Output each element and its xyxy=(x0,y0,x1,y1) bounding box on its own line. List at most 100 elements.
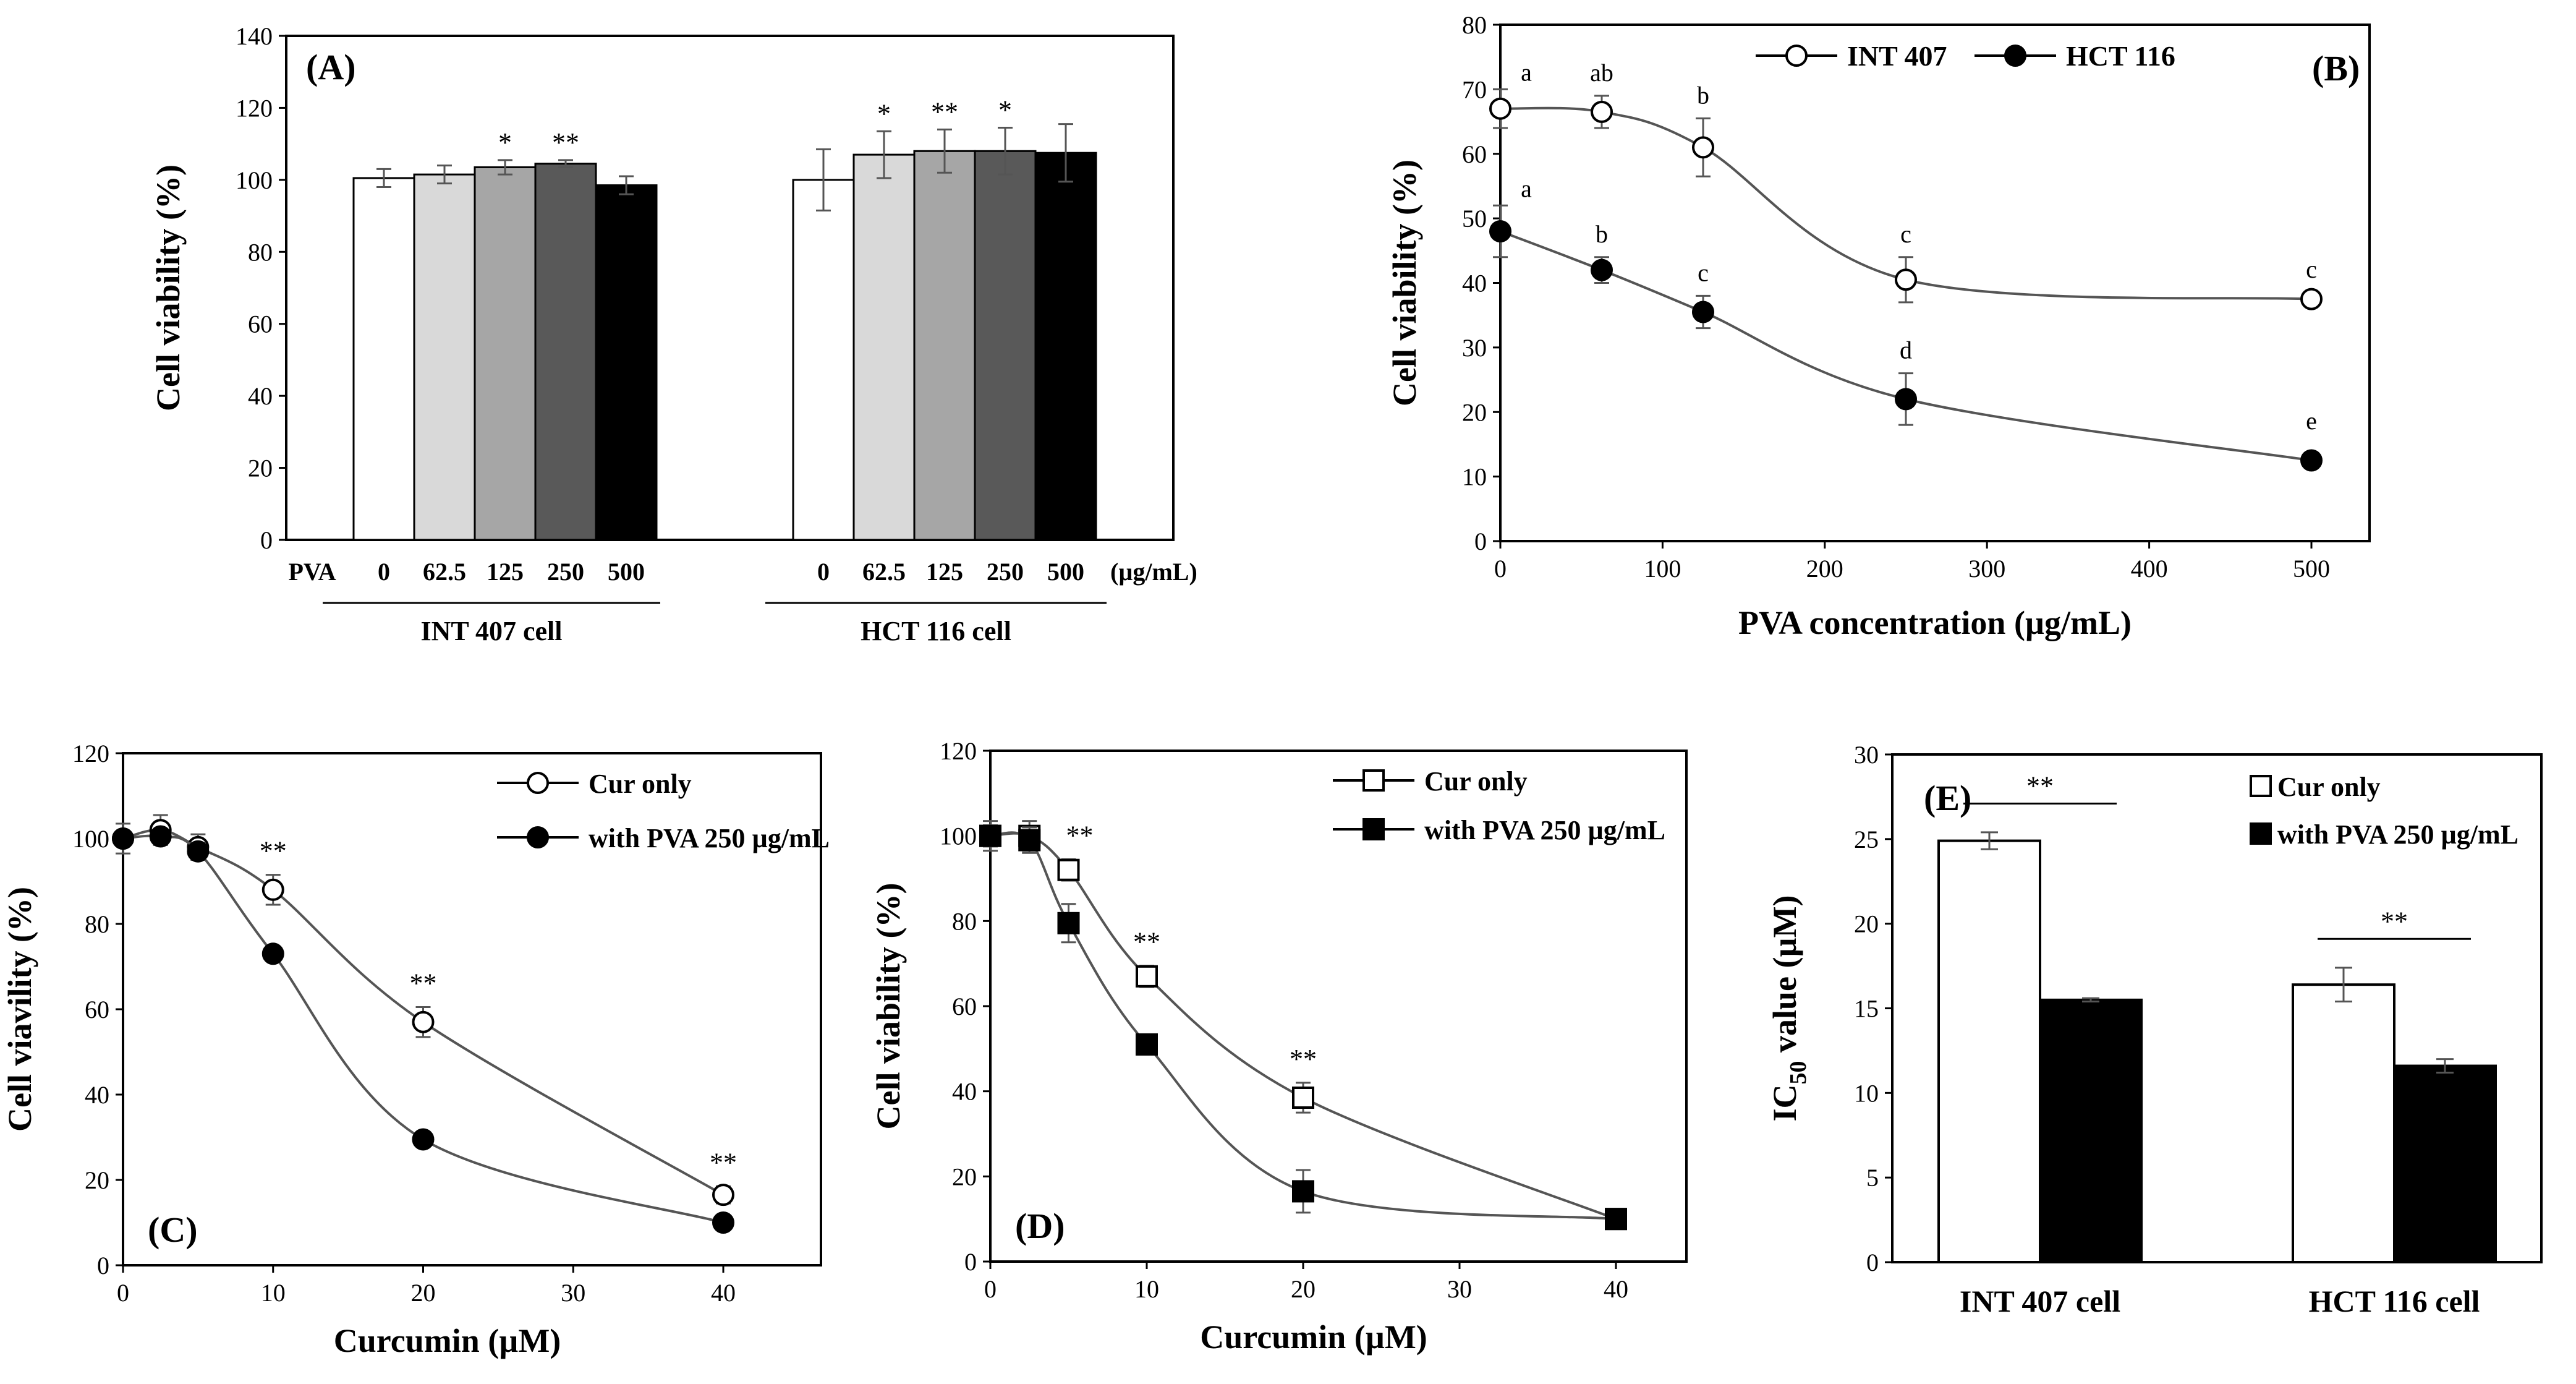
y-tick-label: 40 xyxy=(85,1081,109,1109)
category-label: 62.5 xyxy=(423,558,466,586)
category-label: 125 xyxy=(926,558,963,586)
data-point xyxy=(979,824,1001,847)
category-label: 250 xyxy=(987,558,1024,586)
group-letter: e xyxy=(2306,407,2317,435)
y-axis-label: Cell viability (%) xyxy=(1386,160,1423,406)
group-letter: d xyxy=(1900,336,1912,364)
legend-marker xyxy=(527,826,549,848)
data-point xyxy=(261,942,284,965)
y-tick-label: 0 xyxy=(97,1252,109,1279)
y-tick-label: 80 xyxy=(952,907,977,935)
category-label: 250 xyxy=(547,558,584,586)
significance-mark: * xyxy=(498,127,512,158)
row-label: PVA xyxy=(288,558,336,586)
group-letter: c xyxy=(2306,255,2317,283)
y-tick-label: 120 xyxy=(236,94,273,122)
data-point xyxy=(1591,100,1613,123)
panel-b-chart: 0 10 20 30 40 50 60 70 80 0 100 200 300 400 500 Cell vi… xyxy=(1386,11,2371,641)
data-point xyxy=(1057,858,1080,881)
legend-marker xyxy=(2004,45,2026,67)
group-letter: b xyxy=(1596,220,1608,248)
data-point xyxy=(712,1184,734,1207)
data-point xyxy=(1489,97,1511,120)
legend-swatch xyxy=(2250,822,2272,845)
y-tick-label: 10 xyxy=(1462,463,1487,491)
y-tick-label: 100 xyxy=(940,822,977,850)
panel-label: (E) xyxy=(1924,778,1971,818)
data-point xyxy=(112,827,134,850)
category-label: 0 xyxy=(378,558,390,586)
significance-mark: ** xyxy=(2026,771,2054,801)
legend-label: with PVA 250 µg/mL xyxy=(2277,819,2519,850)
significance-mark: ** xyxy=(2381,906,2408,936)
y-axis-label: Cell viability (%) xyxy=(150,164,187,411)
legend-label: Cur only xyxy=(1424,766,1528,797)
bar xyxy=(852,153,916,541)
x-tick-label: 200 xyxy=(1806,555,1843,583)
significance-mark: * xyxy=(998,95,1012,125)
bar xyxy=(913,150,976,541)
group-label: INT 407 cell xyxy=(421,616,563,646)
significance-mark: ** xyxy=(1290,1044,1317,1074)
x-tick-label: 20 xyxy=(411,1279,436,1307)
y-tick-label: 60 xyxy=(952,993,977,1020)
x-tick-label: 30 xyxy=(1447,1275,1472,1303)
bar xyxy=(974,150,1037,541)
y-tick-label: 80 xyxy=(248,238,273,266)
y-tick-label: 0 xyxy=(964,1248,977,1276)
data-point xyxy=(712,1211,734,1234)
y-axis-label-rest: value (µM) xyxy=(1766,895,1803,1061)
data-point xyxy=(1692,301,1714,323)
significance-mark: ** xyxy=(1133,927,1160,957)
y-axis-label: Cell viability (%) xyxy=(870,883,907,1130)
y-tick-label: 20 xyxy=(952,1163,977,1190)
y-tick-label: 120 xyxy=(940,737,977,765)
bar xyxy=(1034,152,1097,541)
y-tick-label: 80 xyxy=(85,910,109,938)
legend-label: INT 407 xyxy=(1847,40,1947,72)
legend-marker xyxy=(527,772,549,794)
group-label: HCT 116 cell xyxy=(861,616,1011,646)
legend-label: HCT 116 xyxy=(2066,40,2175,72)
y-tick-label: 20 xyxy=(1462,398,1487,426)
bar xyxy=(595,184,658,541)
category-label: INT 407 cell xyxy=(1960,1284,2120,1318)
bar xyxy=(792,179,855,541)
y-tick-label: 20 xyxy=(85,1166,109,1194)
data-point xyxy=(1057,912,1080,934)
panel-label: (A) xyxy=(306,47,356,87)
legend-label: with PVA 250 µg/mL xyxy=(1424,815,1665,845)
y-tick-label: 0 xyxy=(1474,528,1487,555)
y-tick-label: 5 xyxy=(1866,1164,1879,1192)
data-point xyxy=(412,1010,435,1033)
panel-label: (D) xyxy=(1015,1206,1065,1246)
panel-c-chart: 0 20 40 60 80 100 120 0 10 20 30 40 Cell viavility (… xyxy=(1,740,830,1359)
data-point xyxy=(1018,829,1041,852)
data-point xyxy=(412,1128,435,1151)
y-axis-label-sub: 50 xyxy=(1785,1061,1811,1085)
y-axis-label: Cell viavility (%) xyxy=(1,887,38,1132)
y-tick-label: 60 xyxy=(248,310,273,338)
bar xyxy=(1937,839,2041,1263)
x-axis-label: Curcumin (µM) xyxy=(334,1322,561,1359)
y-tick-label: 20 xyxy=(1854,910,1879,938)
x-tick-label: 500 xyxy=(2293,555,2330,583)
x-tick-label: 300 xyxy=(1968,555,2005,583)
category-label: HCT 116 cell xyxy=(2309,1284,2480,1318)
group-letter: c xyxy=(1900,220,1911,248)
legend-label: Cur only xyxy=(589,769,692,799)
data-point xyxy=(1895,388,1917,411)
legend-marker xyxy=(1362,818,1385,840)
y-tick-label: 0 xyxy=(260,526,273,554)
series-line xyxy=(990,832,1617,1221)
legend-marker xyxy=(1362,769,1385,792)
data-point xyxy=(1292,1180,1314,1203)
x-tick-label: 0 xyxy=(1494,555,1507,583)
x-tick-label: 400 xyxy=(2131,555,2168,583)
data-point xyxy=(1605,1208,1627,1231)
group-letter: ab xyxy=(1590,59,1613,87)
data-point xyxy=(1591,258,1613,281)
panel-e-chart: 0 5 10 15 20 25 30 IC50 value (µM) (E) INT 407 ce… xyxy=(1766,741,2543,1318)
group-letter: c xyxy=(1698,258,1709,286)
plot-frame xyxy=(285,35,1175,541)
